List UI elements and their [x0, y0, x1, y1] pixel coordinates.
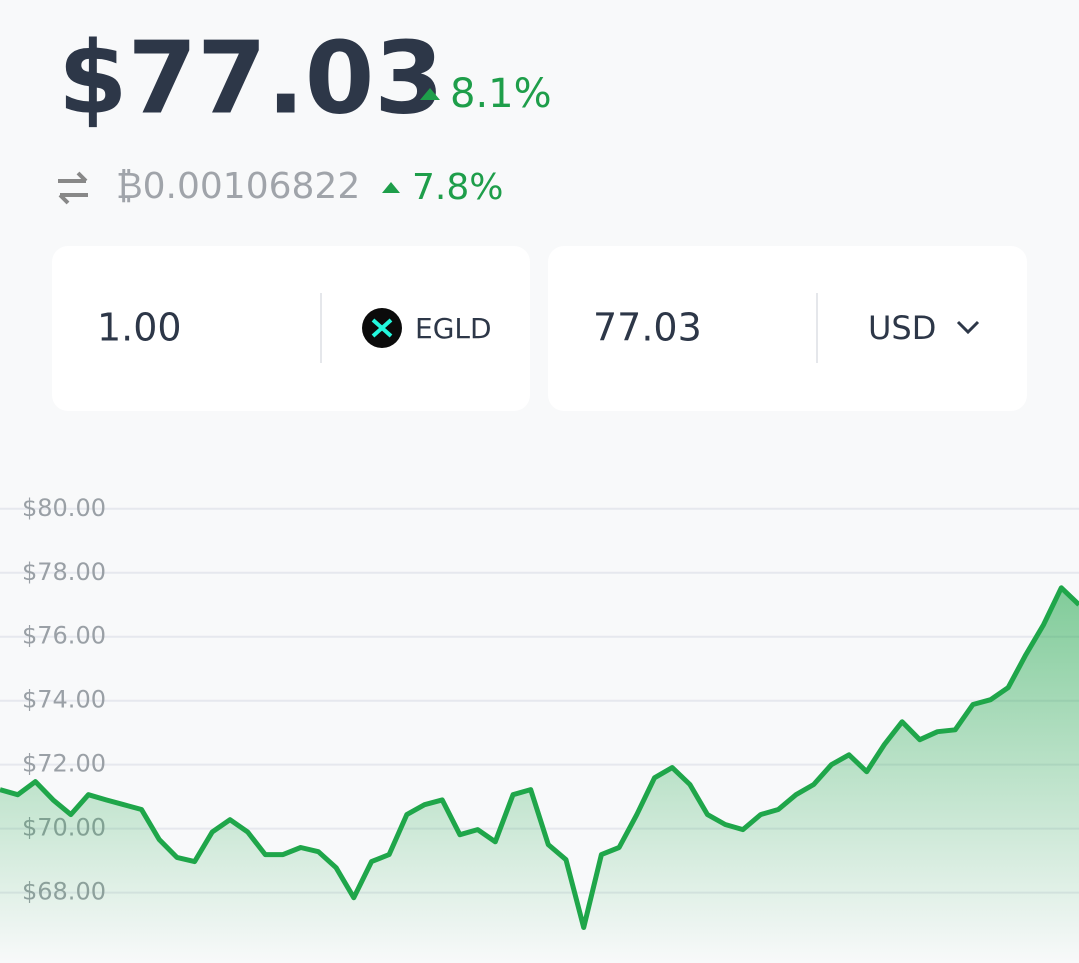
- fiat-input[interactable]: 77.03: [593, 306, 702, 350]
- fiat-card[interactable]: [548, 246, 1027, 411]
- fiat-select[interactable]: USD: [868, 309, 936, 347]
- y-tick-label: $76.00: [22, 622, 106, 650]
- chevron[interactable]: [956, 320, 980, 335]
- y-tick-label: $74.00: [22, 686, 106, 714]
- price-change: 8.1%: [450, 71, 552, 117]
- btc-change: 7.8%: [412, 167, 503, 208]
- price-line: [0, 585, 1079, 930]
- up-arrow: [382, 182, 400, 193]
- up-arrow: [420, 88, 440, 100]
- price-chart: $68.00$70.00$72.00$74.00$76.00$78.00$80.…: [0, 494, 1079, 963]
- y-tick-label: $78.00: [22, 558, 106, 586]
- y-tick-label: $80.00: [22, 494, 106, 522]
- token-logo-mark: [371, 318, 393, 338]
- area-fill: [0, 587, 1079, 963]
- amount-input[interactable]: 1.00: [97, 306, 182, 350]
- amount-card[interactable]: [52, 246, 530, 411]
- btc-price: ₿0.00106822: [116, 166, 360, 207]
- y-tick-label: $72.00: [22, 750, 106, 778]
- swap-icon: [58, 171, 88, 205]
- price: $77.03: [58, 19, 444, 136]
- token: EGLD: [415, 312, 492, 345]
